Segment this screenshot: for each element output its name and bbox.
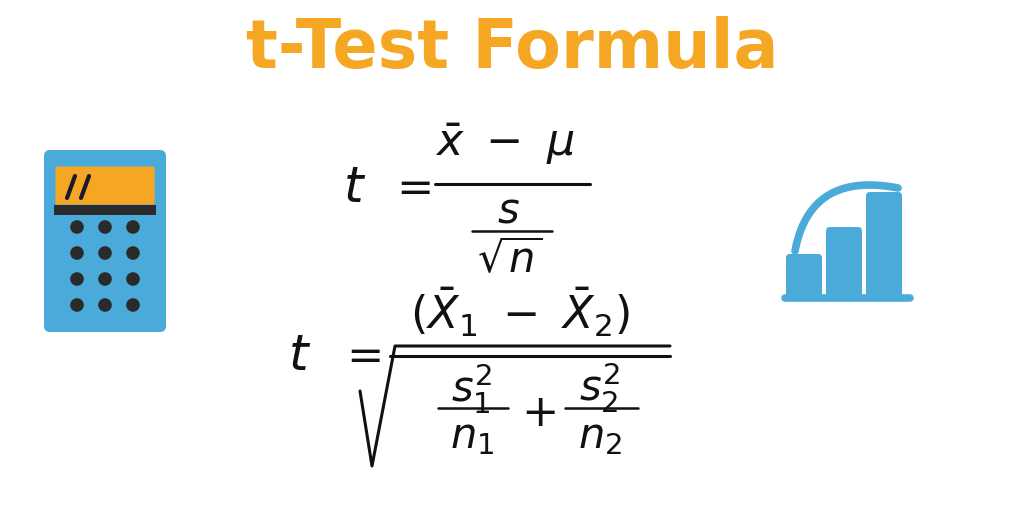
Circle shape xyxy=(71,298,84,312)
Text: $\mathit{t}$: $\mathit{t}$ xyxy=(343,164,367,212)
Text: $s_1^2$: $s_1^2$ xyxy=(452,361,493,415)
FancyBboxPatch shape xyxy=(44,150,166,332)
Text: $(\bar{X}_1\ -\ \bar{X}_2)$: $(\bar{X}_1\ -\ \bar{X}_2)$ xyxy=(410,286,630,339)
Text: $=$: $=$ xyxy=(338,335,382,378)
Circle shape xyxy=(126,298,140,312)
Circle shape xyxy=(98,272,112,286)
Text: $+$: $+$ xyxy=(520,392,555,436)
Circle shape xyxy=(71,220,84,234)
Text: $n_1$: $n_1$ xyxy=(450,415,495,457)
Circle shape xyxy=(98,298,112,312)
FancyBboxPatch shape xyxy=(55,167,155,205)
Text: $\bar{x}\ -\ \mu$: $\bar{x}\ -\ \mu$ xyxy=(435,121,574,167)
FancyBboxPatch shape xyxy=(786,254,822,300)
Text: $=$: $=$ xyxy=(388,167,432,209)
Text: $\sqrt{n}$: $\sqrt{n}$ xyxy=(477,240,543,282)
Circle shape xyxy=(71,246,84,260)
Text: $n_2$: $n_2$ xyxy=(578,415,622,457)
Text: $\mathit{t}$: $\mathit{t}$ xyxy=(289,332,311,380)
Circle shape xyxy=(98,220,112,234)
Text: $s_2^2$: $s_2^2$ xyxy=(580,361,621,415)
Circle shape xyxy=(126,272,140,286)
FancyBboxPatch shape xyxy=(826,227,862,300)
Bar xyxy=(54,205,156,215)
Circle shape xyxy=(98,246,112,260)
Circle shape xyxy=(126,246,140,260)
Circle shape xyxy=(126,220,140,234)
Circle shape xyxy=(71,272,84,286)
Text: t-Test Formula: t-Test Formula xyxy=(246,16,778,82)
Text: $s$: $s$ xyxy=(497,190,519,232)
FancyBboxPatch shape xyxy=(866,192,902,300)
